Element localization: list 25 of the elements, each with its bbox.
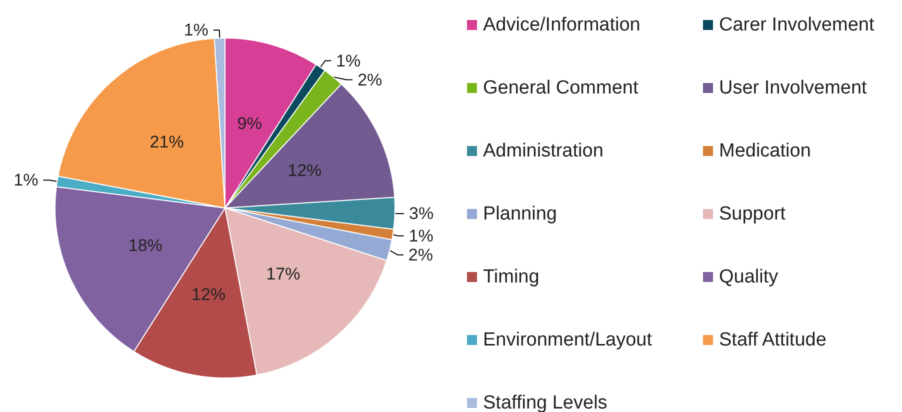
data-label: 18% (128, 236, 162, 255)
legend-label: Advice/Information (483, 14, 640, 36)
data-label: 1% (184, 20, 208, 40)
legend-label: Carer Involvement (719, 14, 875, 36)
legend-label: Staff Attitude (719, 330, 826, 350)
data-label: 12% (288, 161, 322, 180)
data-label: 9% (237, 114, 262, 133)
legend-label: Quality (719, 266, 779, 288)
legend-label: Timing (483, 266, 540, 288)
data-label: 21% (150, 132, 184, 152)
legend-label: General Comment (483, 78, 639, 98)
data-label: 17% (266, 264, 300, 284)
legend-label: User Involvement (719, 78, 868, 98)
data-label: 3% (408, 204, 434, 224)
data-label: 1% (336, 51, 361, 70)
legend-label: Support (719, 204, 786, 224)
legend-label: Environment/Layout (483, 330, 653, 350)
legend-label: Medication (719, 140, 811, 162)
data-label: 1% (408, 226, 434, 246)
legend-label: Administration (483, 140, 604, 162)
data-label: 2% (358, 70, 382, 90)
data-label: 1% (14, 170, 38, 190)
legend-label: Planning (483, 204, 557, 224)
data-label: 2% (408, 245, 433, 264)
data-label: 12% (191, 284, 226, 304)
